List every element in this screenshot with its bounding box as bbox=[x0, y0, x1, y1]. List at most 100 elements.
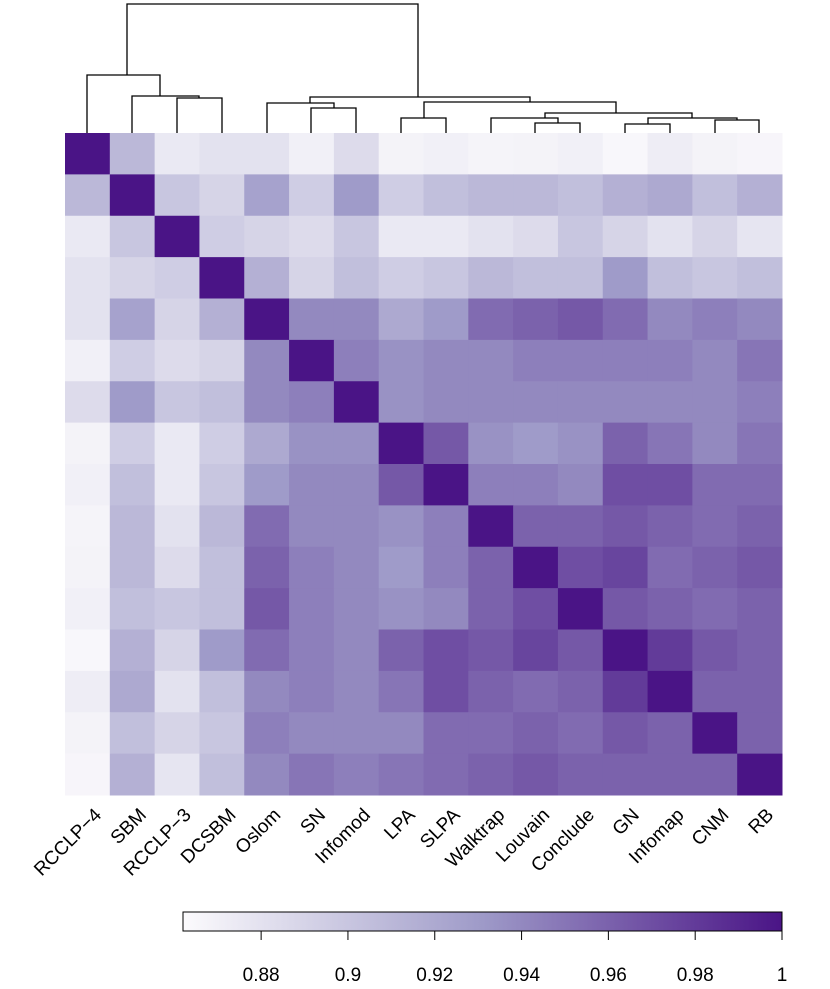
x-tick-label: LPA bbox=[380, 805, 419, 844]
heatmap-cell bbox=[423, 298, 469, 341]
heatmap-cell bbox=[468, 422, 514, 465]
heatmap-cell bbox=[557, 422, 604, 465]
heatmap-cell bbox=[602, 174, 649, 217]
heatmap-cell bbox=[423, 505, 469, 548]
heatmap-cell bbox=[109, 753, 156, 796]
heatmap-cell bbox=[647, 670, 693, 713]
heatmap-cell bbox=[692, 505, 738, 548]
heatmap-cell bbox=[244, 712, 290, 755]
heatmap-cell bbox=[423, 546, 469, 589]
heatmap-cell bbox=[378, 712, 424, 755]
heatmap-cell bbox=[199, 546, 245, 589]
heatmap-cell bbox=[199, 505, 245, 548]
heatmap-cell bbox=[65, 629, 111, 672]
heatmap-cell bbox=[244, 381, 290, 424]
heatmap-cell bbox=[289, 753, 335, 796]
heatmap-cell bbox=[468, 670, 514, 713]
heatmap-cell bbox=[199, 422, 245, 465]
heatmap-cell bbox=[468, 215, 514, 258]
heatmap-cell bbox=[557, 670, 604, 713]
heatmap-cell bbox=[109, 257, 156, 299]
heatmap-cell bbox=[289, 505, 335, 548]
heatmap-cell bbox=[244, 133, 290, 175]
heatmap-cell bbox=[423, 174, 469, 217]
colorbar-tick-label: 0.9 bbox=[335, 965, 361, 986]
heatmap-cell bbox=[333, 381, 380, 424]
heatmap-cell bbox=[154, 422, 200, 465]
heatmap-cell bbox=[109, 629, 156, 672]
heatmap-cell bbox=[333, 546, 380, 589]
heatmap-cell bbox=[378, 133, 424, 175]
heatmap-cell bbox=[65, 422, 111, 465]
heatmap-cell bbox=[692, 339, 738, 382]
heatmap-cell bbox=[244, 174, 290, 217]
heatmap-cell bbox=[602, 339, 649, 382]
colorbar-tick-label: 0.96 bbox=[590, 965, 627, 986]
x-tick-label: SN bbox=[297, 805, 331, 839]
x-tick-label: GN bbox=[609, 805, 644, 840]
heatmap-cell bbox=[109, 464, 156, 506]
heatmap-cell bbox=[602, 464, 649, 506]
heatmap-cell bbox=[647, 133, 693, 175]
heatmap-cell bbox=[737, 753, 783, 796]
heatmap-cell bbox=[378, 629, 424, 672]
heatmap-cell bbox=[65, 133, 111, 175]
heatmap-cell bbox=[737, 381, 783, 424]
heatmap-cell bbox=[513, 588, 559, 630]
heatmap-cell bbox=[602, 629, 649, 672]
heatmap-cell bbox=[199, 712, 245, 755]
heatmap-cell bbox=[154, 381, 200, 424]
heatmap-cell bbox=[737, 629, 783, 672]
heatmap-cell bbox=[513, 670, 559, 713]
heatmap-cell bbox=[244, 546, 290, 589]
heatmap-cell bbox=[244, 753, 290, 796]
heatmap-cell bbox=[199, 670, 245, 713]
heatmap-cell bbox=[468, 464, 514, 506]
heatmap-cell bbox=[423, 133, 469, 175]
heatmap-cell bbox=[423, 257, 469, 299]
heatmap-cell bbox=[692, 422, 738, 465]
heatmap-cell bbox=[468, 381, 514, 424]
heatmap-cell bbox=[692, 588, 738, 630]
heatmap-cell bbox=[513, 298, 559, 341]
heatmap-cell bbox=[468, 505, 514, 548]
heatmap-cell bbox=[289, 588, 335, 630]
heatmap-cell bbox=[647, 215, 693, 258]
heatmap-cell bbox=[109, 588, 156, 630]
x-tick-label: CNM bbox=[688, 805, 733, 850]
heatmap-cell bbox=[154, 629, 200, 672]
heatmap-cell bbox=[378, 257, 424, 299]
heatmap-cell bbox=[423, 422, 469, 465]
heatmap-cell bbox=[647, 753, 693, 796]
heatmap-cell bbox=[109, 174, 156, 217]
heatmap-cell bbox=[199, 298, 245, 341]
heatmap-cell bbox=[109, 215, 156, 258]
heatmap-cell bbox=[423, 464, 469, 506]
heatmap-cell bbox=[737, 133, 783, 175]
heatmap-cell bbox=[289, 629, 335, 672]
heatmap-cell bbox=[513, 174, 559, 217]
heatmap-cell bbox=[737, 505, 783, 548]
heatmap-cell bbox=[109, 546, 156, 589]
heatmap-cell bbox=[65, 505, 111, 548]
heatmap-cell bbox=[289, 215, 335, 258]
heatmap-cell bbox=[289, 133, 335, 175]
heatmap-cell bbox=[513, 422, 559, 465]
heatmap-cell bbox=[199, 753, 245, 796]
heatmap-cell bbox=[199, 588, 245, 630]
heatmap-cell bbox=[692, 174, 738, 217]
heatmap-cell bbox=[333, 298, 380, 341]
heatmap-cell bbox=[468, 629, 514, 672]
heatmap-cell bbox=[692, 546, 738, 589]
heatmap-cell bbox=[65, 753, 111, 796]
heatmap-cell bbox=[557, 133, 604, 175]
heatmap-cell bbox=[557, 215, 604, 258]
heatmap-cell bbox=[602, 215, 649, 258]
heatmap-cell bbox=[199, 339, 245, 382]
heatmap-cell bbox=[65, 339, 111, 382]
heatmap-cell bbox=[109, 670, 156, 713]
heatmap-cell bbox=[244, 629, 290, 672]
heatmap-cell bbox=[602, 257, 649, 299]
heatmap-cell bbox=[513, 753, 559, 796]
heatmap-cell bbox=[65, 381, 111, 424]
